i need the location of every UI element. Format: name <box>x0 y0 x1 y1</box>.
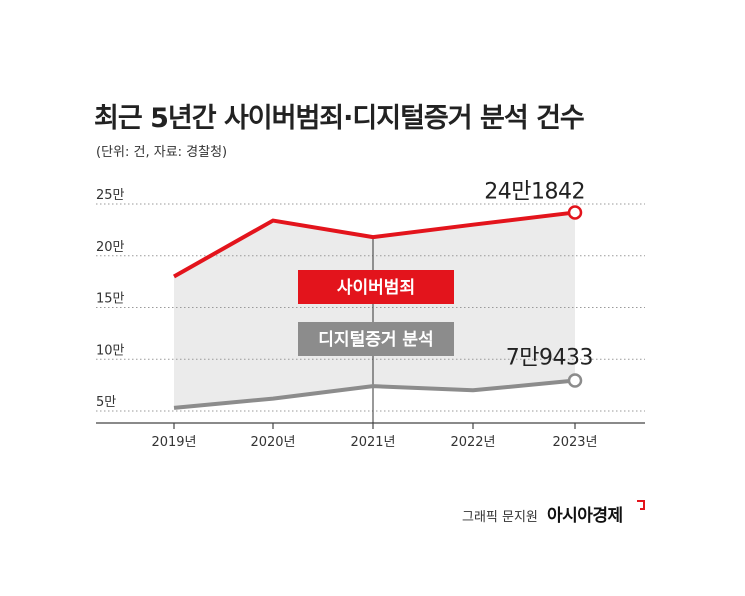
y-tick-label: 25만 <box>96 188 125 203</box>
series-line-digital-evidence <box>173 378 576 410</box>
brand-mark-icon <box>637 500 645 510</box>
legend-label-digital-evidence: 디지털증거 분석 <box>318 330 433 350</box>
brand-logo-text: 아시아경제 <box>547 506 623 526</box>
y-tick-label: 15만 <box>96 292 125 307</box>
end-point-marker-cyber-crime <box>567 205 583 220</box>
area-between-series <box>174 212 575 408</box>
chart-title: 최근 5년간 사이버범죄·디지털증거 분석 건수 <box>94 103 585 134</box>
chart-subtitle: (단위: 건, 자료: 경찰청) <box>96 145 228 160</box>
data-label-cyber-crime-2023: 24만1842 <box>484 179 585 204</box>
x-tick-label: 2022년 <box>450 435 495 450</box>
series-line-cyber-crime <box>173 210 576 279</box>
legend-box-digital-evidence <box>298 322 454 356</box>
y-tick-label: 20만 <box>96 240 125 255</box>
data-label-digital-evidence-2023: 7만9433 <box>506 346 593 371</box>
graphic-credit: 그래픽 문지원 <box>462 510 538 525</box>
end-point-marker-digital-evidence <box>567 373 583 388</box>
x-tick-label: 2019년 <box>151 435 196 450</box>
y-tick-label: 10만 <box>96 343 125 358</box>
legend-label-cyber-crime: 사이버범죄 <box>337 278 415 298</box>
x-tick-label: 2021년 <box>350 435 395 450</box>
x-tick-label: 2023년 <box>552 435 597 450</box>
legend-box-cyber-crime <box>298 270 454 304</box>
x-tick-label: 2020년 <box>250 435 295 450</box>
y-tick-label: 5만 <box>96 395 116 410</box>
